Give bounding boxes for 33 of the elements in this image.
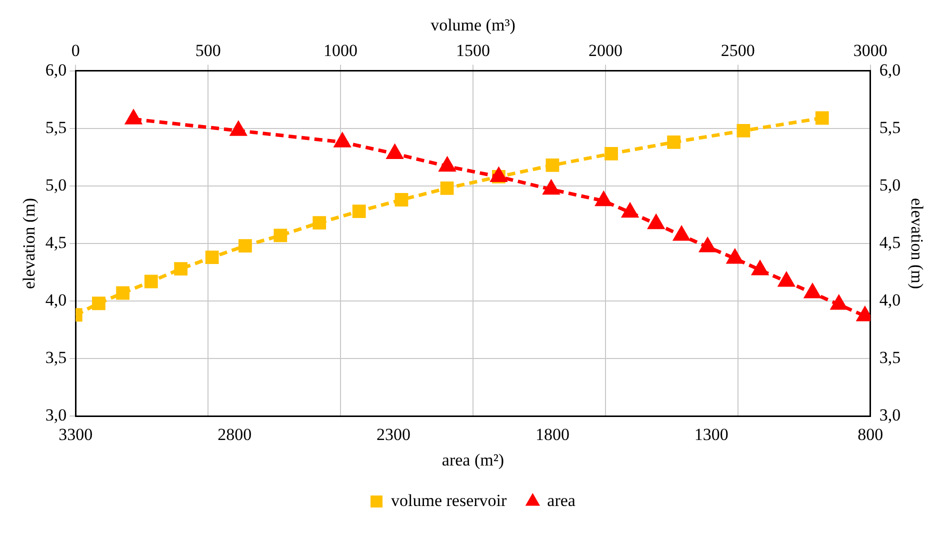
y-tick-label: 5,5 (45, 118, 67, 137)
x2-tick-label: 2500 (720, 41, 755, 60)
y2-tick-label: 3,0 (879, 406, 901, 425)
x2-tick-label: 2000 (588, 41, 622, 60)
y2-tick-label: 5,0 (879, 175, 901, 194)
y2-tick-label: 5,5 (879, 118, 901, 137)
x-tick-label: 3300 (58, 424, 93, 444)
x2-tick-label: 1500 (456, 41, 490, 60)
y2-tick-label: 4,5 (879, 232, 901, 252)
x2-tick-label: 3000 (853, 41, 888, 60)
y-tick-label: 3,0 (45, 406, 67, 425)
x2-tick-label: 500 (195, 41, 221, 60)
legend-label: volume reservoir (391, 490, 508, 510)
y2-tick-label: 4,0 (879, 290, 901, 310)
x-tick-label: 2300 (376, 424, 411, 444)
x2-tick-label: 1000 (324, 41, 358, 60)
x-tick-label: 800 (858, 424, 884, 444)
y-tick-label: 4,0 (45, 290, 67, 310)
y2-tick-label: 3,5 (879, 348, 901, 368)
y-tick-label: 5,0 (45, 175, 67, 194)
x-axis-title: area (m²) (442, 450, 504, 470)
x-tick-label: 2800 (218, 424, 252, 444)
y2-axis-title: elevation (m) (907, 198, 926, 290)
x-tick-label: 1300 (694, 424, 728, 444)
y-axis-title: elevation (m) (20, 198, 39, 290)
x2-axis-title: volume (m³) (430, 16, 516, 35)
y-tick-label: 3,5 (45, 348, 67, 368)
y2-tick-label: 6,0 (879, 60, 901, 80)
y-tick-label: 6,0 (45, 60, 67, 80)
legend-label: area (547, 490, 576, 510)
x2-tick-label: 0 (71, 41, 80, 60)
y-tick-label: 4,5 (45, 232, 67, 252)
x-tick-label: 1800 (535, 424, 570, 444)
